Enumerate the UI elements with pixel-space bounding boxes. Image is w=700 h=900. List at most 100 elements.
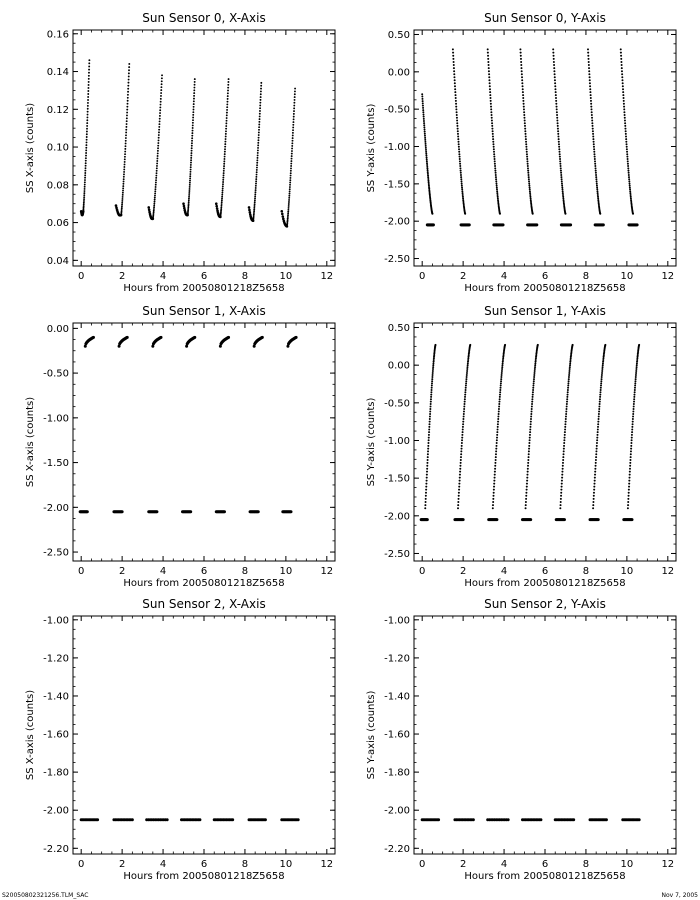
data-point — [462, 418, 465, 421]
data-point — [597, 420, 600, 423]
data-point — [160, 77, 163, 80]
data-point — [592, 135, 595, 138]
data-point — [193, 94, 196, 97]
data-point — [634, 384, 637, 387]
data-point — [225, 117, 228, 119]
y-tick-label: 0.04 — [47, 256, 69, 267]
data-point — [594, 458, 597, 461]
data-point — [591, 124, 594, 127]
data-point — [564, 423, 567, 426]
data-point — [587, 57, 590, 60]
data-point — [431, 223, 435, 227]
chart-title: Sun Sensor 0, X-Axis — [142, 11, 265, 25]
data-point — [424, 491, 427, 494]
data-point — [248, 208, 251, 212]
x-tick-label: 6 — [201, 859, 207, 870]
footer-right: Nov 7, 2005 — [661, 892, 698, 899]
data-point — [493, 150, 496, 153]
x-axis-label: Hours from 20050801218Z5658 — [123, 283, 284, 294]
data-point — [489, 94, 492, 97]
data-point — [421, 102, 424, 105]
x-tick-label: 8 — [583, 271, 589, 282]
data-point — [569, 362, 572, 365]
data-points — [420, 818, 641, 822]
data-point — [495, 186, 498, 189]
data-point — [193, 92, 196, 95]
data-point — [159, 335, 163, 339]
data-point — [526, 155, 529, 158]
data-point — [465, 376, 468, 379]
data-point — [287, 208, 290, 211]
data-point — [257, 141, 260, 144]
data-point — [558, 155, 561, 158]
data-point — [530, 415, 533, 418]
data-point — [461, 439, 464, 442]
data-point — [627, 167, 630, 170]
data-point — [461, 192, 464, 195]
data-point — [620, 60, 623, 63]
data-point — [519, 57, 522, 60]
data-point — [85, 133, 88, 136]
data-point — [529, 428, 532, 431]
data-point — [120, 210, 123, 213]
data-point — [496, 194, 499, 197]
data-point — [489, 96, 492, 99]
data-point — [601, 362, 604, 365]
data-point — [561, 190, 564, 193]
data-point — [425, 482, 428, 485]
data-point — [258, 128, 260, 131]
data-point — [561, 461, 564, 464]
data-point — [494, 464, 497, 467]
data-point — [458, 150, 461, 153]
data-point — [430, 384, 433, 387]
data-point — [121, 201, 124, 204]
data-point — [122, 189, 124, 192]
data-point — [257, 139, 260, 142]
data-point — [87, 80, 90, 83]
data-point — [155, 510, 159, 514]
data-point — [87, 96, 90, 98]
data-point — [424, 144, 427, 147]
data-point — [594, 162, 597, 165]
data-point — [627, 491, 630, 494]
data-point — [83, 187, 86, 190]
data-point — [457, 494, 460, 497]
data-point — [87, 83, 90, 86]
data-point — [453, 82, 456, 85]
data-point — [289, 176, 292, 179]
data-point — [562, 453, 565, 456]
data-point — [189, 175, 192, 178]
data-point — [559, 162, 562, 165]
data-point — [529, 195, 532, 198]
data-points — [419, 343, 641, 522]
data-point — [427, 433, 430, 436]
data-point — [522, 94, 525, 97]
y-tick-label: 0.12 — [47, 105, 69, 116]
data-point — [526, 467, 529, 470]
data-point — [123, 160, 126, 163]
data-point — [462, 410, 465, 413]
data-point — [123, 173, 125, 176]
data-point — [566, 389, 569, 392]
data-point — [421, 95, 424, 98]
data-point — [528, 444, 531, 447]
data-point — [290, 162, 293, 165]
data-point — [524, 501, 527, 504]
data-point — [622, 102, 625, 105]
data-point — [531, 395, 534, 398]
data-point — [192, 100, 195, 103]
data-point — [422, 117, 425, 120]
data-point — [596, 192, 599, 195]
data-point — [599, 391, 602, 394]
data-point — [82, 205, 85, 208]
y-tick-label: -2.00 — [384, 217, 410, 228]
data-point — [529, 197, 532, 200]
data-point — [457, 501, 460, 504]
data-point — [632, 412, 635, 415]
data-point — [523, 116, 526, 119]
data-point — [534, 362, 537, 365]
data-point — [592, 145, 595, 148]
data-point — [157, 147, 159, 150]
x-tick-label: 0 — [78, 566, 84, 577]
data-point — [86, 124, 89, 127]
